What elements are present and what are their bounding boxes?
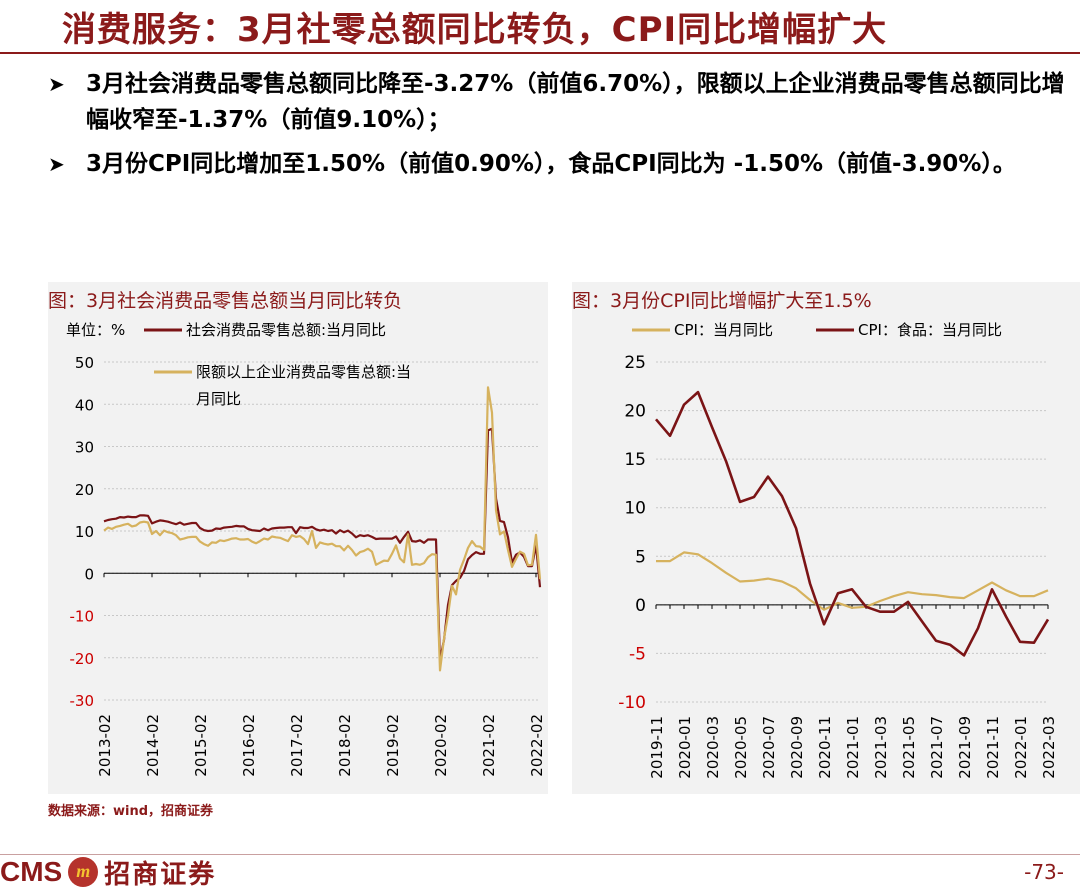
x-tick-label: 2022-02 — [528, 714, 546, 777]
x-tick-label: 2021-05 — [900, 716, 918, 779]
y-tick-label: -10 — [618, 693, 646, 713]
x-tick-label: 2020-05 — [732, 716, 750, 779]
legend-label: CPI：食品：当月同比 — [858, 321, 1002, 339]
y-tick-label: -10 — [70, 608, 95, 626]
bullet-item: ➤ 3月社会消费品零售总额同比降至-3.27%（前值6.70%），限额以上企业消… — [48, 66, 1072, 138]
bullet-item: ➤ 3月份CPI同比增加至1.50%（前值0.90%），食品CPI同比为 -1.… — [48, 146, 1072, 182]
x-tick-label: 2020-01 — [676, 716, 694, 779]
legend-label: CPI：当月同比 — [674, 321, 773, 339]
x-tick-label: 2018-02 — [336, 714, 354, 777]
x-tick-label: 2022-03 — [1040, 716, 1058, 779]
legend-label: 月同比 — [196, 390, 241, 408]
chart-panel-retail: 图：3月社会消费品零售总额当月同比转负 -30 -20 -10 0 10 20 30 40 50… — [48, 282, 548, 794]
cpi-chart: -10 -5 0 5 10 15 20 25 2019-11 2020-01 2020-03 2020… — [618, 321, 1058, 779]
page-number: -73- — [1024, 860, 1064, 884]
x-tick-label: 2021-01 — [844, 716, 862, 779]
title-rule — [0, 52, 1080, 54]
y-tick-label: 5 — [635, 547, 646, 567]
x-tick-label: 2020-07 — [760, 716, 778, 779]
y-tick-label: 10 — [75, 523, 94, 541]
x-tick-label: 2019-02 — [384, 714, 402, 777]
series-line — [103, 386, 542, 672]
y-tick-label: 0 — [84, 565, 94, 583]
y-tick-label: 40 — [75, 396, 94, 414]
y-tick-label: 50 — [75, 354, 94, 372]
legend-label: 限额以上企业消费品零售总额:当 — [196, 363, 411, 381]
x-tick-label: 2017-02 — [288, 714, 306, 777]
cms-logo: CMS m 招商证券 — [0, 852, 216, 892]
arrow-bullet-icon: ➤ — [48, 72, 65, 96]
x-tick-label: 2021-02 — [480, 714, 498, 777]
legend-label: 社会消费品零售总额:当月同比 — [186, 321, 386, 339]
y-tick-label: 30 — [75, 439, 94, 457]
chart-title-retail: 图：3月社会消费品零售总额当月同比转负 — [48, 290, 403, 312]
company-name: 招商证券 — [104, 859, 217, 890]
y-tick-label: 20 — [75, 481, 94, 499]
retail-sales-chart: -30 -20 -10 0 10 20 30 40 50 2013-02 2014-02 2015-0… — [66, 321, 546, 777]
x-tick-label: 2020-11 — [816, 716, 834, 779]
x-tick-label: 2020-03 — [704, 716, 722, 779]
y-tick-label: 25 — [624, 353, 646, 373]
logo-mark-icon: m — [68, 857, 99, 887]
x-tick-label: 2019-11 — [648, 716, 666, 779]
unit-label: 单位：% — [66, 321, 125, 339]
series-line — [103, 427, 542, 661]
arrow-bullet-icon: ➤ — [48, 152, 65, 176]
x-tick-label: 2020-09 — [788, 716, 806, 779]
y-tick-label: -30 — [70, 692, 95, 710]
y-tick-label: 10 — [624, 499, 646, 519]
y-tick-label: -20 — [70, 650, 95, 668]
x-tick-label: 2020-02 — [432, 714, 450, 777]
x-tick-label: 2016-02 — [240, 714, 258, 777]
y-tick-label: 0 — [635, 596, 646, 616]
x-tick-label: 2013-02 — [96, 714, 114, 777]
y-tick-label: 15 — [624, 450, 646, 470]
bullet-list: ➤ 3月社会消费品零售总额同比降至-3.27%（前值6.70%），限额以上企业消… — [48, 66, 1072, 190]
x-tick-label: 2021-11 — [984, 716, 1002, 779]
x-tick-label: 2021-09 — [956, 716, 974, 779]
chart-title-cpi: 图：3月份CPI同比增幅扩大至1.5% — [572, 290, 872, 312]
logo-text: CMS — [0, 856, 63, 887]
footer-rule — [0, 854, 1080, 855]
x-tick-label: 2021-03 — [872, 716, 890, 779]
source-note: 数据来源：wind，招商证券 — [48, 804, 214, 819]
y-tick-label: 20 — [624, 402, 646, 422]
y-tick-label: -5 — [629, 644, 646, 664]
page-title: 消费服务：3月社零总额同比转负，CPI同比增幅扩大 — [62, 10, 888, 50]
x-tick-label: 2021-07 — [928, 716, 946, 779]
series-line — [655, 390, 1050, 657]
bullet-text: 3月份CPI同比增加至1.50%（前值0.90%），食品CPI同比为 -1.50… — [86, 151, 1016, 177]
x-tick-label: 2015-02 — [192, 714, 210, 777]
bullet-text: 3月社会消费品零售总额同比降至-3.27%（前值6.70%），限额以上企业消费品… — [86, 71, 1065, 133]
x-tick-label: 2014-02 — [144, 714, 162, 777]
chart-panel-cpi: 图：3月份CPI同比增幅扩大至1.5% -10 -5 0 5 10 15 20 25 2019-… — [572, 282, 1080, 794]
series-line — [656, 551, 1049, 611]
logo-mark-glyph: m — [76, 861, 91, 881]
x-tick-label: 2022-01 — [1012, 716, 1030, 779]
